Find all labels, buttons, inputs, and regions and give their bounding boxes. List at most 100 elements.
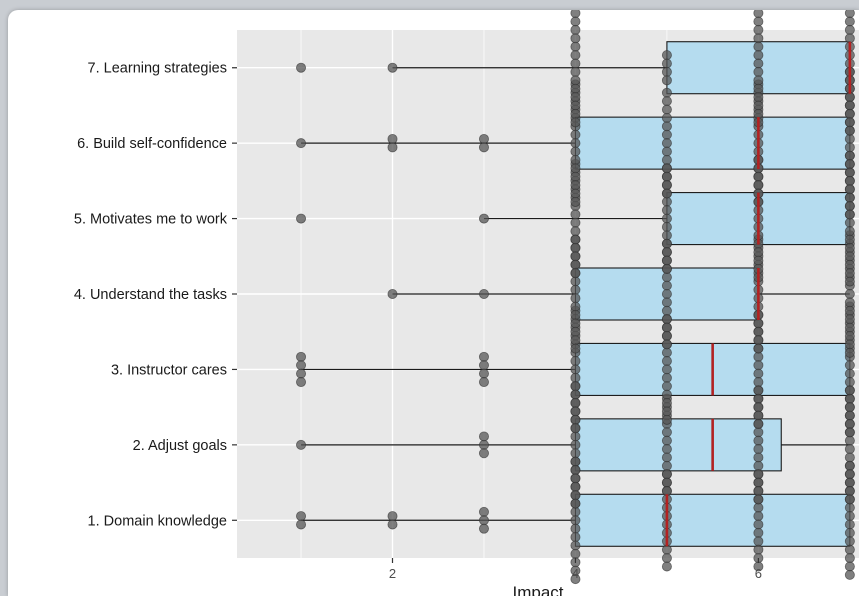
category-label: 7. Learning strategies <box>88 61 227 77</box>
data-point <box>844 402 855 413</box>
data-point <box>570 364 581 375</box>
data-point <box>570 406 581 417</box>
data-point <box>570 389 581 400</box>
data-point <box>844 288 855 299</box>
data-point <box>661 452 672 463</box>
data-point <box>753 247 764 258</box>
data-point <box>478 439 489 450</box>
data-point <box>844 133 855 144</box>
data-point <box>570 180 581 191</box>
data-point <box>661 196 672 207</box>
data-point <box>753 335 764 346</box>
data-point <box>753 171 764 182</box>
data-point <box>570 284 581 295</box>
data-point <box>296 213 307 224</box>
data-point <box>753 108 764 119</box>
data-point <box>570 171 581 182</box>
data-point <box>844 393 855 404</box>
data-point <box>570 16 581 27</box>
data-point <box>753 427 764 438</box>
x-tick-label: 4 <box>572 566 579 581</box>
data-point <box>844 305 855 316</box>
data-point <box>844 276 855 287</box>
data-point <box>296 439 307 450</box>
data-point <box>387 288 398 299</box>
data-point <box>661 58 672 69</box>
category-label: 4. Understand the tasks <box>74 287 227 303</box>
data-point <box>753 444 764 455</box>
data-point <box>753 452 764 463</box>
data-point <box>661 544 672 555</box>
data-point <box>570 163 581 174</box>
data-point <box>844 419 855 430</box>
data-point <box>753 502 764 513</box>
data-point <box>478 288 489 299</box>
data-point <box>753 50 764 61</box>
data-point <box>570 356 581 367</box>
data-point <box>661 104 672 115</box>
data-point <box>570 209 581 220</box>
data-point <box>570 188 581 199</box>
data-point <box>661 469 672 480</box>
data-point <box>753 100 764 111</box>
data-point <box>844 217 855 228</box>
data-point <box>753 24 764 35</box>
data-point <box>844 536 855 547</box>
data-point <box>844 314 855 325</box>
data-point <box>844 502 855 513</box>
data-point <box>844 553 855 564</box>
data-point <box>570 523 581 534</box>
data-point <box>570 326 581 337</box>
data-point <box>570 234 581 245</box>
data-point <box>661 561 672 572</box>
data-point <box>844 150 855 161</box>
data-point <box>296 62 307 73</box>
data-point <box>753 318 764 329</box>
data-point <box>844 117 855 128</box>
data-point <box>570 196 581 207</box>
data-point <box>661 146 672 157</box>
data-point <box>570 242 581 253</box>
data-point <box>844 385 855 396</box>
data-point <box>570 548 581 559</box>
data-point <box>478 506 489 517</box>
data-point <box>387 519 398 530</box>
data-point <box>570 251 581 262</box>
data-point <box>661 75 672 86</box>
data-point <box>478 360 489 371</box>
data-point <box>844 167 855 178</box>
data-point <box>296 377 307 388</box>
data-point <box>661 129 672 140</box>
data-point <box>570 343 581 354</box>
data-point <box>844 527 855 538</box>
data-point <box>753 33 764 44</box>
data-point <box>387 133 398 144</box>
data-point <box>661 163 672 174</box>
data-point <box>753 410 764 421</box>
x-tick-label: 2 <box>389 566 396 581</box>
data-point <box>570 423 581 434</box>
data-point <box>661 138 672 149</box>
data-point <box>844 347 855 358</box>
data-point <box>844 159 855 170</box>
data-point <box>661 50 672 61</box>
data-point <box>570 301 581 312</box>
data-point <box>844 100 855 111</box>
data-point <box>661 364 672 375</box>
data-point <box>570 154 581 165</box>
category-labels: 1. Domain knowledge 2. Adjust goals 3. Ins… <box>74 61 237 529</box>
data-point <box>844 251 855 262</box>
data-point <box>844 33 855 44</box>
data-point <box>661 347 672 358</box>
data-point <box>661 435 672 446</box>
data-point <box>844 469 855 480</box>
data-point <box>661 238 672 249</box>
data-point <box>570 381 581 392</box>
x-axis-ticks: 2 4 6 <box>389 558 762 581</box>
data-point <box>570 431 581 442</box>
data-point <box>570 41 581 52</box>
data-point <box>844 226 855 237</box>
data-point <box>570 448 581 459</box>
data-point <box>661 372 672 383</box>
data-point <box>661 221 672 232</box>
